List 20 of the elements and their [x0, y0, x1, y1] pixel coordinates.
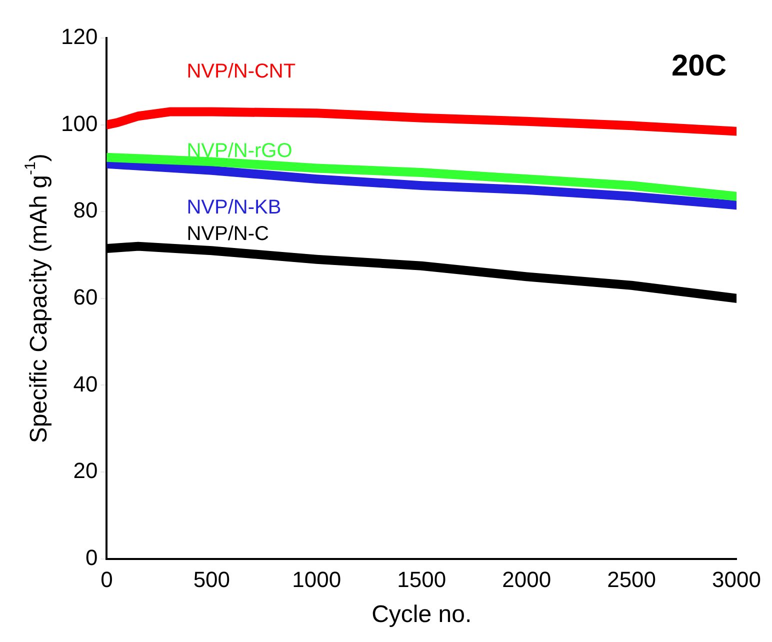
x-tick-label: 2500: [607, 567, 656, 592]
x-tick-label: 1000: [292, 567, 342, 592]
y-tick-label: 100: [60, 110, 98, 136]
annotation: 20C: [671, 49, 727, 82]
y-tick-label: 0: [85, 544, 98, 570]
series-label: NVP/N-CNT: [186, 60, 296, 82]
series-label: NVP/N-KB: [186, 196, 282, 218]
x-tick-label: 500: [193, 567, 230, 592]
x-tick-label: 2000: [502, 567, 552, 592]
x-tick-label: 1500: [397, 567, 446, 592]
series-label: NVP/N-C: [186, 223, 269, 246]
series-label: NVP/N-rGO: [186, 140, 292, 162]
x-tick-label: 3000: [712, 567, 762, 592]
y-tick-label: 60: [73, 284, 98, 310]
y-tick-label: 80: [73, 198, 98, 223]
y-tick-label: 40: [73, 371, 98, 396]
y-tick-label: 120: [60, 24, 98, 50]
x-axis-title: Cycle no.: [372, 601, 472, 628]
y-tick-label: 20: [73, 458, 98, 484]
y-axis-title: Specific Capacity (mAh g-1): [22, 154, 53, 444]
